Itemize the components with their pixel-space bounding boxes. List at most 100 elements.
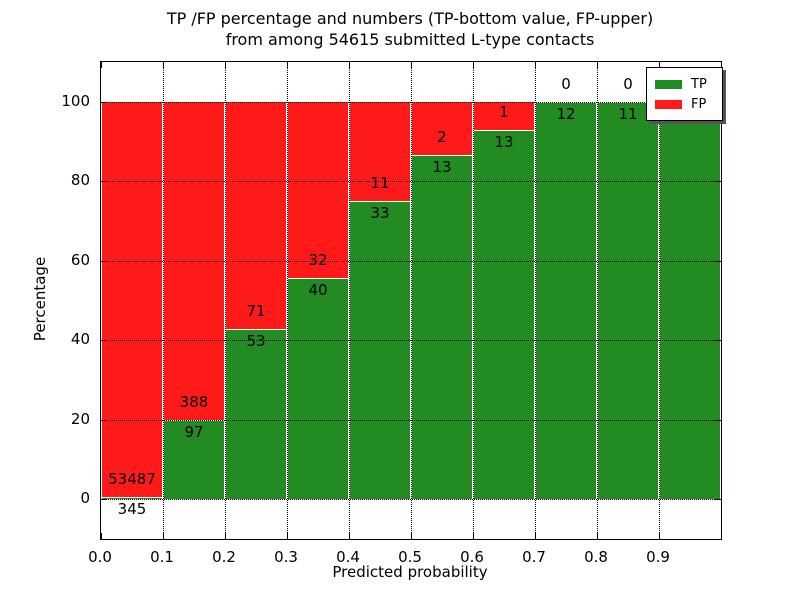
bar-fp-count-label: 11 <box>370 174 390 193</box>
bar-tp-segment <box>598 101 658 500</box>
x-tick-label: 0.7 <box>522 548 546 566</box>
bar-tp-count-label: 97 <box>184 422 204 441</box>
y-tick-mark <box>101 101 107 103</box>
y-tick-label: 0 <box>80 489 90 508</box>
legend-entry-label: FP <box>691 96 707 112</box>
bar-tp-count-label: 12 <box>556 104 576 123</box>
chart-title: TP /FP percentage and numbers (TP-bottom… <box>100 8 720 50</box>
bar-tp-segment <box>536 101 596 500</box>
x-gridline <box>348 62 350 539</box>
bar-tp-segment <box>350 201 410 500</box>
bar-tp-count-label: 13 <box>494 133 514 152</box>
y-tick-label: 20 <box>70 409 90 428</box>
bar-fp-segment <box>474 101 534 131</box>
legend-box: TP FP <box>646 67 723 121</box>
bar-fp-count-label: 2 <box>437 127 447 146</box>
x-gridline <box>410 62 412 539</box>
x-tick-label: 0.3 <box>274 548 298 566</box>
y-gridline <box>101 499 721 501</box>
bar-tp-segment <box>288 278 348 500</box>
bar-tp-count-label: 13 <box>432 157 452 176</box>
bar-fp-count-label: 32 <box>308 251 328 270</box>
y-gridline <box>101 101 721 103</box>
x-tick-mark <box>411 62 412 68</box>
bar-tp-segment <box>660 101 720 500</box>
x-tick-mark <box>659 62 660 68</box>
x-tick-mark <box>287 533 288 539</box>
y-gridline <box>101 260 721 262</box>
x-tick-label: 0.4 <box>336 548 360 566</box>
y-tick-mark <box>101 419 107 421</box>
x-tick-label: 0.9 <box>646 548 670 566</box>
legend-entry: FP <box>655 94 713 114</box>
y-tick-mark <box>715 419 721 421</box>
y-tick-mark <box>101 260 107 262</box>
x-tick-mark <box>473 62 474 68</box>
y-gridline <box>101 419 721 421</box>
bar-tp-count-label: 53 <box>246 332 266 351</box>
x-tick-mark <box>473 533 474 539</box>
x-tick-mark <box>101 533 102 539</box>
x-gridline <box>286 62 288 539</box>
bar-tp-segment <box>412 154 472 500</box>
bar-tp-count-label: 40 <box>308 281 328 300</box>
x-tick-label: 0.6 <box>460 548 484 566</box>
bar-fp-count-label: 388 <box>179 392 209 411</box>
x-axis-label: Predicted probability <box>332 563 488 581</box>
y-tick-mark <box>715 181 721 183</box>
x-tick-mark <box>535 533 536 539</box>
x-gridline <box>224 62 226 539</box>
y-gridline <box>101 181 721 183</box>
chart-title-line2: from among 54615 submitted L-type contac… <box>225 30 595 49</box>
x-tick-label: 0.5 <box>398 548 422 566</box>
y-tick-mark <box>715 260 721 262</box>
bar-fp-segment <box>226 101 286 330</box>
y-tick-mark <box>715 499 721 501</box>
bar-fp-segment <box>350 101 410 202</box>
x-tick-mark <box>287 62 288 68</box>
x-gridline <box>658 62 660 539</box>
bar-fp-count-label: 0 <box>561 74 571 93</box>
x-tick-mark <box>101 62 102 68</box>
x-tick-mark <box>597 62 598 68</box>
bar-fp-segment <box>288 101 348 279</box>
bar-fp-count-label: 0 <box>623 74 633 93</box>
x-tick-mark <box>225 62 226 68</box>
bar-tp-segment <box>226 329 286 500</box>
bar-tp-segment <box>164 419 224 500</box>
y-tick-mark <box>715 340 721 342</box>
x-tick-mark <box>349 62 350 68</box>
bar-tp-segment <box>474 130 534 500</box>
x-tick-mark <box>597 533 598 539</box>
legend-entry: TP <box>655 74 713 94</box>
y-tick-label: 40 <box>70 330 90 349</box>
x-tick-label: 0.2 <box>212 548 236 566</box>
x-tick-label: 0.8 <box>584 548 608 566</box>
y-gridline <box>101 340 721 342</box>
y-tick-label: 100 <box>61 91 90 110</box>
x-tick-mark <box>163 62 164 68</box>
x-tick-mark <box>535 62 536 68</box>
x-tick-label: 0.0 <box>88 548 112 566</box>
bar-fp-count-label: 1 <box>499 103 509 122</box>
y-tick-label: 60 <box>70 250 90 269</box>
x-tick-mark <box>659 533 660 539</box>
bar-fp-segment <box>102 101 162 497</box>
bar-fp-segment <box>412 101 472 155</box>
bar-tp-count-label: 345 <box>117 499 147 518</box>
x-gridline <box>534 62 536 539</box>
x-gridline <box>472 62 474 539</box>
x-gridline <box>596 62 598 539</box>
x-tick-label: 0.1 <box>150 548 174 566</box>
legend-swatch-tp <box>655 79 682 89</box>
bar-tp-count-label: 33 <box>370 204 390 223</box>
legend-entry-label: TP <box>691 76 707 92</box>
x-gridline <box>162 62 164 539</box>
chart-title-line1: TP /FP percentage and numbers (TP-bottom… <box>166 9 654 28</box>
x-tick-mark <box>225 533 226 539</box>
x-tick-mark <box>163 533 164 539</box>
bar-tp-count-label: 11 <box>618 104 638 123</box>
x-tick-mark <box>411 533 412 539</box>
legend-swatch-fp <box>655 99 682 109</box>
